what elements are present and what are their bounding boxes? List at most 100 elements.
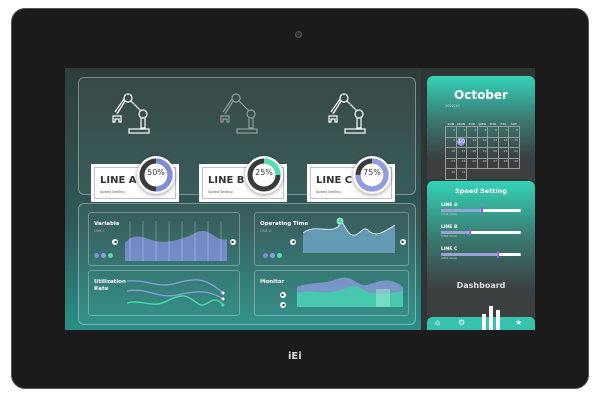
calendar-day[interactable]: 30	[445, 168, 457, 180]
charts-panel: Variable LINE C ◀ ▶ Operating Time LINE …	[78, 203, 416, 325]
prev-button[interactable]: ◀	[280, 302, 286, 308]
calendar-day[interactable]: 16	[445, 147, 457, 159]
calendar-day[interactable]: 26	[476, 157, 488, 169]
bar-chart-icon[interactable]	[481, 306, 503, 330]
star-icon[interactable]: ★	[515, 318, 523, 327]
next-button[interactable]: ▶	[230, 239, 236, 245]
brand-logo: iEi	[288, 351, 302, 362]
prev-button[interactable]: ◀	[112, 239, 118, 245]
calendar-grid: SUN MON TUE WED THU FRI SAT 2 3 4 5 6 7 8 9 10 11 12 13 14 1…	[445, 121, 520, 180]
progress-label: 75%	[363, 168, 381, 177]
calendar-day[interactable]: 22	[508, 147, 520, 159]
slider-handle[interactable]	[481, 207, 483, 214]
slider-track[interactable]	[441, 229, 521, 236]
calendar-day[interactable]: 24	[455, 157, 467, 169]
calendar-month: October	[454, 88, 508, 102]
calendar-day[interactable]: 6	[487, 126, 499, 138]
area-plot	[303, 217, 395, 253]
slider-unit: (4500 mm/s)	[441, 257, 458, 260]
calendar-day[interactable]: 28	[497, 157, 509, 169]
slider-track[interactable]	[441, 251, 521, 258]
calendar-day[interactable]: 19	[476, 147, 488, 159]
dashboard-title: Dashboard	[456, 281, 506, 290]
chart-title: Operating Time	[260, 221, 309, 227]
calendar-day[interactable]: 29	[508, 157, 520, 169]
calendar-day[interactable]: 25	[466, 157, 478, 169]
calendar-day[interactable]: 9	[445, 136, 457, 148]
line-card[interactable]: LINE A Speed Setting 50%	[91, 156, 179, 202]
calendar-day[interactable]: 31	[455, 168, 467, 180]
gear-icon[interactable]: ⚙	[458, 318, 466, 327]
operating-time-chart: Operating Time LINE A ◀ ▶	[254, 212, 409, 266]
line-name: LINE B	[208, 175, 245, 186]
camera	[295, 31, 302, 38]
calendar-day[interactable]: 8	[508, 126, 520, 138]
chart-title: Monitor	[260, 279, 285, 285]
slider-handle[interactable]	[469, 229, 471, 236]
calendar-day[interactable]: 23	[445, 157, 457, 169]
area-plot	[125, 221, 227, 261]
home-icon[interactable]: ⌂	[435, 318, 441, 327]
prev-button[interactable]: ◀	[290, 239, 296, 245]
speed-slider[interactable]: LINE A (3000 mm/s)	[441, 203, 521, 216]
slider-label: LINE C	[441, 247, 458, 252]
progress-label: 25%	[255, 168, 273, 177]
line-name: LINE C	[316, 175, 353, 186]
calendar-day[interactable]: 17	[455, 147, 467, 159]
chart-title: Variable	[94, 221, 120, 227]
robot-arm-icon	[327, 92, 367, 140]
calendar-day[interactable]: 27	[487, 157, 499, 169]
legend-dot	[108, 253, 113, 258]
line-sub: Speed Setting	[100, 190, 125, 194]
calendar-day[interactable]: 11	[466, 136, 478, 148]
area-plot	[297, 277, 403, 307]
calendar-day[interactable]: 7	[497, 126, 509, 138]
robot-arm-icon	[111, 92, 151, 140]
calendar-day[interactable]: 13	[487, 136, 499, 148]
legend-dot	[101, 253, 106, 258]
screen: LINE A Speed Setting 50% LINE B Speed Se…	[65, 68, 535, 330]
calendar-day[interactable]: 10	[455, 136, 467, 148]
slider-track[interactable]	[441, 207, 521, 214]
weekday-label: SUN	[447, 121, 455, 126]
calendar-day[interactable]: 18	[466, 147, 478, 159]
progress-label: 50%	[147, 168, 165, 177]
calendar-day[interactable]: 21	[497, 147, 509, 159]
chart-subtitle: LINE C	[94, 229, 106, 233]
next-button[interactable]: ▶	[400, 239, 406, 245]
calendar-day[interactable]: 20	[487, 147, 499, 159]
line-sub: Speed Setting	[208, 190, 233, 194]
robot-arm-icon	[219, 92, 259, 140]
calendar-day[interactable]: 5	[476, 126, 488, 138]
variable-chart: Variable LINE C ◀ ▶	[88, 212, 240, 266]
slider-unit: (3000 mm/s)	[441, 213, 458, 216]
line-card[interactable]: LINE C Speed Setting 75%	[307, 156, 395, 202]
weekday-label: FRI	[500, 121, 506, 126]
weekday-label: SAT	[510, 121, 517, 126]
monitor-chart: Monitor ▶ ◀	[254, 270, 409, 316]
progress-ring: 25%	[245, 156, 283, 194]
speed-title: Speed Setting	[455, 187, 507, 195]
slider-label: LINE B	[441, 225, 458, 230]
chart-subtitle: LINE A	[260, 229, 272, 233]
calendar-day[interactable]: 4	[466, 126, 478, 138]
progress-ring: 75%	[353, 156, 391, 194]
calendar-day[interactable]: 15	[508, 136, 520, 148]
speed-slider[interactable]: LINE C (4500 mm/s)	[441, 247, 521, 260]
calendar-day[interactable]: 12	[476, 136, 488, 148]
chart-title: Utilization Rate	[94, 279, 126, 292]
calendar-day[interactable]: 3	[455, 126, 467, 138]
legend-dot	[277, 253, 282, 258]
calendar-day[interactable]: 14	[497, 136, 509, 148]
line-card[interactable]: LINE B Speed Setting 25%	[199, 156, 287, 202]
slider-unit: (1500 mm/s)	[441, 235, 458, 238]
speed-slider[interactable]: LINE B (1500 mm/s)	[441, 225, 521, 238]
main-area: LINE A Speed Setting 50% LINE B Speed Se…	[65, 68, 421, 330]
calendar-day[interactable]: 2	[445, 126, 457, 138]
progress-ring: 50%	[137, 156, 175, 194]
speed-setting-widget: Speed Setting LINE A (3000 mm/s) LINE B …	[427, 181, 535, 317]
bottom-nav: ⌂ ⚙ ★	[427, 306, 535, 330]
lines-panel: LINE A Speed Setting 50% LINE B Speed Se…	[78, 77, 416, 202]
next-button[interactable]: ▶	[280, 292, 286, 298]
slider-handle[interactable]	[497, 251, 499, 258]
